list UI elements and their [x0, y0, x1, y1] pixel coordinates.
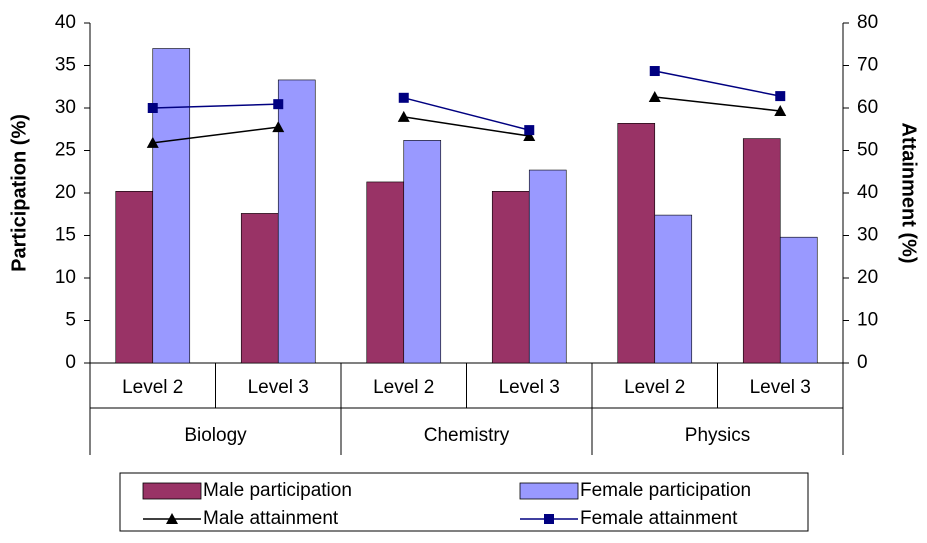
y-axis-title: Participation (%)	[8, 114, 30, 272]
y-tick-label: 15	[55, 225, 76, 246]
y2-tick-label: 50	[857, 140, 878, 161]
legend-marker	[544, 514, 554, 524]
line-marker	[146, 136, 159, 148]
bar	[491, 191, 530, 364]
line	[152, 103, 279, 109]
line	[403, 116, 530, 137]
bar	[366, 181, 405, 364]
line	[152, 126, 279, 144]
legend-label: Male attainment	[203, 508, 339, 529]
line-marker	[524, 125, 535, 136]
y-tick-label: 10	[55, 267, 76, 288]
x-tick-label: Level 2	[624, 377, 685, 398]
legend-label: Male participation	[203, 480, 352, 501]
line-marker	[774, 104, 787, 116]
bar	[654, 214, 693, 364]
line-marker	[649, 66, 660, 77]
line-marker	[147, 103, 158, 113]
x-tick-label: Level 3	[499, 377, 560, 398]
line-marker	[648, 90, 661, 102]
bar	[277, 79, 316, 364]
y-tick-label: 40	[55, 12, 76, 33]
group-label: Chemistry	[424, 425, 510, 446]
y2-tick-label: 30	[857, 225, 878, 246]
x-tick-label: Level 3	[248, 377, 309, 398]
legend-label: Female attainment	[580, 508, 738, 529]
line	[654, 96, 781, 112]
y2-axis-title: Attainment (%)	[898, 122, 920, 263]
line-marker	[775, 91, 786, 102]
line-marker	[273, 99, 284, 110]
bar	[115, 191, 154, 364]
y-tick-label: 25	[55, 140, 76, 161]
group-label: Physics	[685, 425, 750, 446]
legend-box	[119, 472, 809, 532]
line	[403, 97, 530, 131]
x-tick-label: Level 2	[122, 377, 183, 398]
bar	[152, 48, 191, 364]
y2-tick-label: 60	[857, 97, 878, 118]
line-marker	[523, 130, 536, 142]
legend-label: Female participation	[580, 480, 751, 501]
x-tick-label: Level 2	[373, 377, 434, 398]
bar	[617, 123, 656, 364]
y2-tick-label: 20	[857, 267, 878, 288]
y-tick-label: 20	[55, 182, 76, 203]
y2-tick-label: 80	[857, 12, 878, 33]
y-tick-label: 0	[65, 352, 76, 373]
line-marker	[397, 110, 410, 122]
y2-tick-label: 10	[857, 310, 878, 331]
y2-tick-label: 0	[857, 352, 868, 373]
x-tick-label: Level 3	[750, 377, 811, 398]
y2-tick-label: 70	[857, 55, 878, 76]
bar	[528, 169, 567, 364]
line-marker	[272, 121, 285, 133]
group-label: Biology	[184, 425, 247, 446]
bar	[779, 236, 818, 364]
y-tick-label: 5	[65, 310, 76, 331]
legend-swatch	[142, 482, 202, 500]
y-tick-label: 30	[55, 97, 76, 118]
line-marker	[398, 92, 409, 103]
bar	[403, 140, 442, 364]
legend-swatch	[519, 482, 579, 500]
bar	[742, 138, 781, 364]
line	[654, 70, 781, 97]
y-tick-label: 35	[55, 55, 76, 76]
bar	[240, 213, 279, 364]
legend-marker	[166, 513, 178, 524]
y2-tick-label: 40	[857, 182, 878, 203]
